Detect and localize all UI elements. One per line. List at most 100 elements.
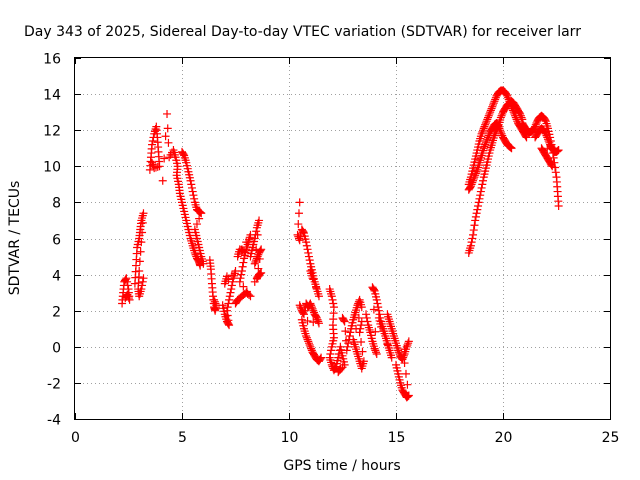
data-point: [509, 108, 518, 117]
x-tick-label: 20: [495, 430, 513, 446]
data-point: [238, 262, 247, 271]
data-point: [224, 299, 233, 308]
data-point: [404, 339, 413, 348]
data-point: [374, 306, 383, 315]
data-point: [308, 274, 317, 283]
data-point: [491, 95, 500, 104]
data-point: [226, 288, 235, 297]
data-point: [307, 344, 316, 353]
y-tick-label: 12: [43, 124, 61, 140]
data-point: [186, 176, 195, 185]
data-point: [240, 247, 249, 256]
data-point: [187, 183, 196, 192]
data-point: [508, 104, 517, 113]
data-point: [511, 111, 520, 120]
data-point: [210, 297, 219, 306]
data-point: [335, 365, 344, 374]
data-point: [404, 391, 413, 400]
data-point: [506, 100, 515, 109]
data-point: [404, 392, 413, 401]
data-point: [328, 295, 337, 304]
data-point: [496, 113, 505, 122]
data-point: [346, 328, 355, 337]
data-point: [362, 310, 371, 319]
data-point: [255, 216, 264, 225]
data-point: [342, 346, 351, 355]
data-point: [494, 122, 503, 131]
data-point: [224, 316, 233, 325]
data-point: [225, 321, 234, 330]
data-point: [250, 277, 259, 286]
data-point: [480, 142, 489, 151]
data-point: [369, 305, 378, 314]
data-point: [295, 198, 304, 207]
data-point: [486, 106, 495, 115]
data-point: [484, 133, 493, 142]
data-point: [123, 281, 132, 290]
data-point: [522, 133, 531, 142]
axis-ticks: 0 5 10 15 20 25 -4 -2 0 2 4 6 8 10 12 14 16: [43, 52, 619, 447]
data-point: [554, 202, 563, 211]
data-point: [327, 346, 336, 355]
x-tick-label: 10: [281, 430, 299, 446]
data-point: [505, 97, 514, 106]
data-point: [306, 299, 315, 308]
data-point: [503, 93, 512, 102]
data-point: [469, 174, 478, 183]
data-point: [317, 353, 326, 362]
data-point: [192, 220, 201, 229]
y-tick-label: 14: [43, 88, 61, 104]
y-tick-label: -2: [47, 377, 61, 393]
data-point: [506, 143, 515, 152]
data-point: [399, 351, 408, 360]
data-point: [379, 327, 388, 336]
data-point: [488, 102, 497, 111]
data-point: [479, 144, 488, 153]
data-point: [487, 104, 496, 113]
data-point: [163, 109, 172, 118]
data-point: [295, 301, 304, 310]
data-point: [481, 140, 490, 149]
data-point: [469, 230, 478, 239]
data-point: [484, 131, 493, 140]
data-point: [252, 256, 261, 265]
data-point: [483, 115, 492, 124]
data-point: [294, 209, 303, 218]
data-point: [255, 254, 264, 263]
data-point: [394, 348, 403, 357]
data-point: [237, 266, 246, 275]
data-point: [401, 369, 410, 378]
data-point: [521, 132, 530, 141]
data-point: [196, 208, 205, 217]
data-point: [314, 319, 323, 328]
data-point: [235, 277, 244, 286]
data-point: [123, 277, 132, 286]
data-point: [122, 274, 131, 283]
data-point: [327, 342, 336, 351]
data-point: [478, 128, 487, 137]
data-point: [148, 140, 157, 149]
data-point: [163, 124, 172, 133]
data-point: [474, 202, 483, 211]
data-point: [373, 299, 382, 308]
data-point: [504, 95, 513, 104]
data-point: [334, 353, 343, 362]
data-point: [239, 258, 248, 267]
data-point: [471, 212, 480, 221]
data-point: [542, 131, 551, 140]
data-point: [547, 161, 556, 170]
data-point: [372, 348, 381, 357]
data-point: [357, 337, 366, 346]
data-point: [507, 144, 516, 153]
data-point: [307, 301, 316, 310]
data-point: [210, 295, 219, 304]
data-point: [479, 176, 488, 185]
data-point: [400, 359, 409, 368]
data-point: [510, 109, 519, 118]
y-tick-label: 10: [43, 160, 61, 176]
y-axis-label: SDTVAR / TECUs: [7, 181, 23, 296]
data-point: [403, 340, 412, 349]
data-point: [471, 171, 480, 180]
data-points: [118, 86, 563, 402]
